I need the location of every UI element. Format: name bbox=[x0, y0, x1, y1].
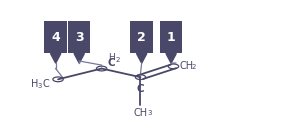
FancyBboxPatch shape bbox=[160, 21, 182, 53]
Polygon shape bbox=[166, 53, 176, 63]
Polygon shape bbox=[50, 53, 61, 63]
Polygon shape bbox=[136, 53, 147, 63]
FancyBboxPatch shape bbox=[68, 21, 90, 53]
Text: 3: 3 bbox=[147, 110, 152, 116]
FancyBboxPatch shape bbox=[130, 21, 153, 53]
Text: CH: CH bbox=[133, 108, 147, 118]
Text: 2: 2 bbox=[116, 57, 120, 63]
Text: H: H bbox=[108, 52, 115, 62]
Text: C: C bbox=[108, 58, 116, 68]
Text: 2: 2 bbox=[137, 31, 146, 44]
FancyBboxPatch shape bbox=[44, 21, 67, 53]
Text: 3: 3 bbox=[75, 31, 84, 44]
Text: 2: 2 bbox=[191, 64, 195, 70]
Text: C: C bbox=[137, 84, 144, 94]
Text: 1: 1 bbox=[167, 31, 175, 44]
Text: CH: CH bbox=[180, 61, 194, 71]
Polygon shape bbox=[74, 53, 85, 63]
Text: H$_3$C: H$_3$C bbox=[30, 77, 50, 91]
Text: 4: 4 bbox=[51, 31, 60, 44]
